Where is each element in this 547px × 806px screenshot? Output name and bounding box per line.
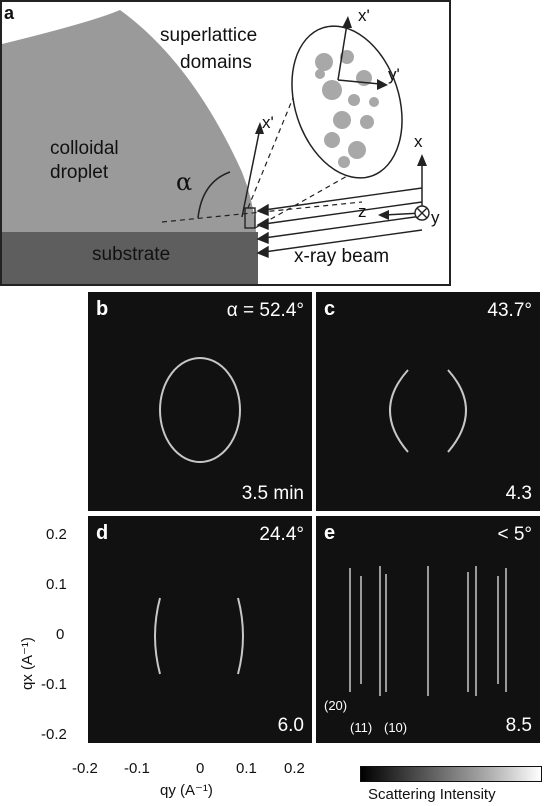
panel-c-pattern — [389, 369, 467, 453]
y-axis-label: y — [431, 208, 440, 227]
y-tick-neg-0-2: -0.2 — [41, 726, 67, 743]
xray-beam-label: x-ray beam — [294, 246, 390, 267]
alpha-angle-label: α — [176, 168, 193, 196]
y-axis-title: qx (A⁻¹) — [19, 637, 36, 690]
x-prime-label-domains: x' — [358, 6, 370, 25]
panel-e: e < 5° 8.5 (20) (11) (10) — [316, 516, 540, 743]
colloidal-droplet-shape — [2, 10, 256, 232]
schematic-drawing — [2, 10, 430, 284]
panel-a-label: a — [4, 3, 15, 23]
x-tick-0-2: 0.2 — [284, 760, 305, 777]
x-tick-0: 0 — [196, 760, 205, 777]
panel-d: d 24.4° 6.0 — [88, 516, 312, 743]
colorbar-label: Scattering Intensity — [368, 786, 496, 803]
panel-b-angle: α = 52.4° — [226, 300, 304, 321]
x-axis-title: qy (A⁻¹) — [160, 782, 213, 799]
colloidal-label: colloidal — [50, 138, 119, 159]
z-axis-label: z — [358, 202, 367, 221]
panel-d-label: d — [96, 522, 109, 544]
panel-d-pattern — [154, 597, 244, 675]
droplet-label: droplet — [50, 162, 109, 183]
panel-b-label: b — [96, 298, 109, 320]
y-tick-neg-0-1: -0.1 — [41, 676, 67, 693]
panel-e-label: e — [324, 522, 336, 544]
panel-c: c 43.7° 4.3 — [316, 292, 540, 511]
x-tick-neg-0-1: -0.1 — [124, 760, 150, 777]
y-tick-0: 0 — [56, 626, 65, 643]
y-tick-0-2: 0.2 — [46, 526, 67, 543]
panel-e-angle: < 5° — [497, 524, 532, 545]
panel-c-label: c — [324, 298, 336, 320]
x-tick-0-1: 0.1 — [236, 760, 257, 777]
substrate-shape — [2, 232, 258, 284]
panel-c-time: 4.3 — [505, 483, 532, 504]
miller-index-20: (20) — [324, 698, 348, 713]
domains-label: domains — [180, 52, 252, 73]
colorbar — [360, 766, 542, 782]
domain-box — [244, 207, 256, 229]
miller-index-10: (10) — [384, 720, 408, 735]
panel-b-pattern — [159, 357, 241, 463]
x-tick-neg-0-2: -0.2 — [72, 760, 98, 777]
y-prime-label: y' — [388, 65, 400, 84]
panel-d-time: 6.0 — [277, 715, 304, 736]
miller-index-11: (11) — [350, 720, 373, 735]
y-tick-0-1: 0.1 — [46, 576, 67, 593]
panel-e-pattern — [349, 566, 507, 696]
x-axis-label: x — [414, 132, 423, 151]
panel-a-schematic: a superlattice domains colloidal droplet… — [0, 0, 451, 286]
superlattice-label: superlattice — [160, 25, 258, 46]
panel-b-time: 3.5 min — [241, 483, 304, 504]
panel-d-angle: 24.4° — [259, 524, 304, 545]
x-prime-label-droplet: x' — [262, 113, 274, 132]
panel-c-angle: 43.7° — [487, 300, 532, 321]
panel-e-time: 8.5 — [505, 715, 532, 736]
panel-b: b α = 52.4° 3.5 min — [88, 292, 312, 511]
substrate-label: substrate — [92, 244, 171, 265]
